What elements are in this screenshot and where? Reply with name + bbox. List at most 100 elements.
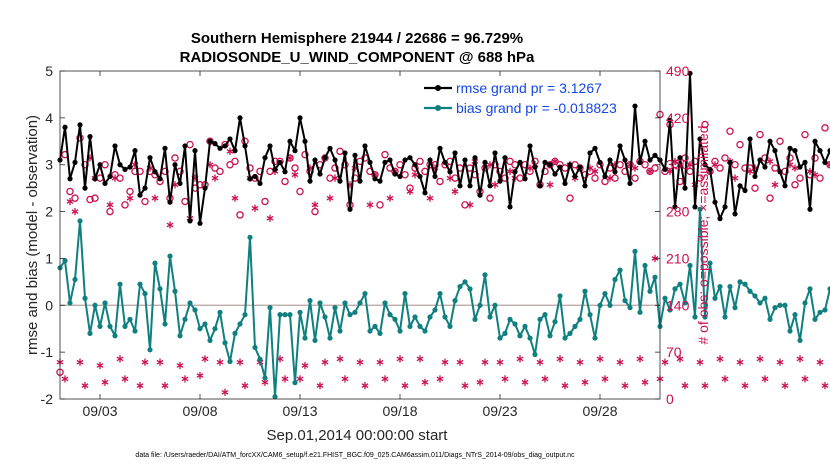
bias-point — [602, 290, 608, 297]
bias-point — [112, 333, 118, 339]
obs-assimilated-marker — [616, 358, 624, 366]
obs-assimilated-marker — [686, 161, 694, 169]
bias-point — [72, 276, 78, 283]
obs-assimilated-marker — [761, 375, 769, 383]
rmse-point — [387, 157, 393, 163]
obs-assimilated-marker — [446, 174, 454, 182]
rmse-point — [797, 164, 803, 170]
asterisk-stroke — [261, 379, 269, 385]
obs-assimilated-marker — [76, 358, 84, 366]
asterisk-stroke — [106, 202, 114, 208]
obs-possible-marker — [116, 174, 124, 182]
obs-assimilated-marker — [326, 194, 334, 202]
bias-point — [827, 286, 830, 292]
bias-point — [402, 290, 408, 297]
obs-assimilated-marker — [381, 375, 389, 383]
asterisk-stroke — [771, 182, 779, 188]
rmse-point — [437, 145, 443, 151]
rmse-point — [542, 159, 548, 165]
bias-point — [242, 312, 248, 318]
asterisk-stroke — [221, 389, 229, 395]
bias-point — [502, 330, 508, 336]
obs-possible-marker — [296, 187, 304, 196]
bias-point — [317, 300, 323, 306]
bias-point — [617, 267, 623, 273]
asterisk-stroke — [521, 379, 529, 385]
rmse-point — [457, 183, 463, 189]
obs-possible-marker — [436, 177, 444, 186]
rmse-point — [727, 159, 733, 165]
asterisk-stroke — [731, 175, 739, 181]
rmse-point — [707, 166, 713, 172]
axes-box — [59, 70, 661, 400]
asterisk-stroke — [251, 205, 259, 211]
asterisk-stroke — [761, 376, 769, 382]
obs-possible-marker — [461, 201, 469, 209]
rmse-point — [792, 148, 798, 154]
rmse-point — [192, 148, 198, 154]
rmse-point — [287, 138, 293, 144]
x-axis-label: Sep.01,2014 00:00:00 start — [267, 427, 449, 444]
rmse-point — [147, 155, 153, 161]
asterisk-stroke — [646, 169, 654, 174]
asterisk-stroke — [636, 356, 644, 362]
bias-point — [282, 312, 288, 318]
obs-assimilated-marker — [211, 174, 219, 182]
rmse-point — [217, 145, 223, 151]
bias-point — [567, 330, 573, 336]
asterisk-stroke — [546, 182, 554, 188]
obs-assimilated-marker — [716, 355, 724, 363]
obs-assimilated-marker — [736, 358, 744, 366]
asterisk-stroke — [341, 376, 349, 382]
rmse-point — [362, 143, 368, 149]
obs-assimilated-marker — [701, 382, 709, 390]
rmse-point — [632, 103, 638, 109]
y2-tick-label: 420 — [666, 110, 690, 126]
bias-point — [167, 253, 173, 259]
rmse-point — [62, 124, 68, 130]
bias-point — [697, 206, 703, 212]
rmse-point — [552, 171, 558, 177]
bias-point — [677, 281, 683, 287]
asterisk-stroke — [121, 376, 129, 382]
bias-point — [717, 283, 723, 290]
obs-possible-marker — [416, 157, 424, 166]
obs-assimilated-marker — [161, 382, 169, 390]
bias-point — [262, 375, 268, 381]
rmse-point — [532, 164, 538, 170]
asterisk-stroke — [466, 202, 474, 208]
obs-assimilated-marker — [66, 197, 74, 206]
asterisk-stroke — [791, 165, 799, 171]
obs-assimilated-marker — [401, 382, 409, 390]
obs-assimilated-marker — [791, 164, 799, 172]
obs-possible-marker — [791, 181, 799, 189]
rmse-point — [72, 159, 78, 165]
obs-possible-marker — [66, 187, 74, 196]
asterisk-stroke — [401, 383, 409, 388]
obs-possible-marker — [736, 140, 744, 149]
asterisk-stroke — [711, 162, 719, 168]
asterisk-stroke — [486, 162, 494, 168]
y-tick-label: 4 — [45, 110, 53, 126]
obs-possible-marker — [796, 174, 804, 182]
obs-assimilated-marker — [696, 358, 704, 366]
bias-point — [582, 288, 588, 294]
bias-point — [507, 316, 513, 322]
obs-possible-marker — [731, 160, 739, 169]
rmse-point — [492, 150, 498, 156]
bias-point — [392, 316, 398, 322]
obs-assimilated-marker — [601, 375, 609, 383]
bias-point — [632, 248, 638, 254]
rmse-point — [302, 138, 308, 144]
asterisk-stroke — [696, 359, 704, 365]
obs-possible-marker — [611, 174, 619, 182]
rmse-point — [547, 162, 553, 168]
bias-point — [432, 307, 438, 313]
bias-point — [467, 286, 473, 292]
rmse-point — [152, 169, 158, 175]
asterisk-stroke — [556, 356, 564, 362]
rmse-point — [122, 166, 128, 172]
bias-point — [712, 295, 718, 301]
obs-assimilated-marker — [496, 358, 504, 366]
y-axis-label-right: # of obs: o=possible; ×=assimilated — [695, 125, 711, 344]
